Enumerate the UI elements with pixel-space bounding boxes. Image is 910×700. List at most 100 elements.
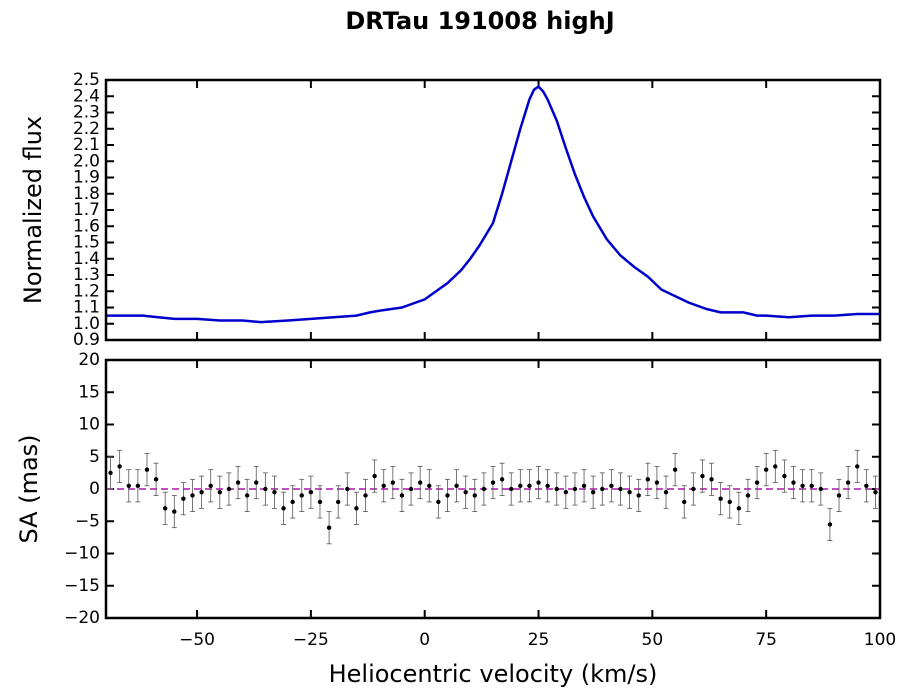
data-point <box>290 499 295 505</box>
data-point <box>226 486 232 492</box>
data-point <box>845 480 851 485</box>
x-axis-label: Heliocentric velocity (km/s) <box>329 660 658 688</box>
y-tick-label: 1.6 <box>73 216 100 236</box>
data-point <box>527 483 532 488</box>
data-point <box>345 486 350 492</box>
data-point <box>190 493 195 498</box>
data-point <box>581 483 587 488</box>
data-point <box>427 483 432 488</box>
data-point <box>627 490 632 495</box>
data-point <box>572 486 578 492</box>
data-point <box>700 473 705 479</box>
y-tick-label: −20 <box>64 608 100 628</box>
x-tick-label: 75 <box>755 630 777 650</box>
data-point <box>199 490 204 495</box>
y-tick-label: 1.7 <box>73 200 100 220</box>
data-point <box>782 473 787 479</box>
data-point <box>336 499 341 505</box>
x-tick-label: 0 <box>419 630 430 650</box>
data-point <box>827 522 833 527</box>
data-point <box>709 477 714 482</box>
data-point <box>162 506 168 511</box>
chart-title: DRTau 191008 highJ <box>345 7 614 35</box>
data-point <box>563 490 569 495</box>
y-tick-label: 1.9 <box>73 168 100 188</box>
data-point <box>454 483 459 488</box>
data-point <box>836 493 842 498</box>
y-tick-label: 0.9 <box>73 330 100 350</box>
data-point <box>308 490 314 495</box>
y-tick-label: 2.0 <box>73 151 100 171</box>
x-tick-label: −50 <box>179 630 215 650</box>
data-point <box>809 483 814 488</box>
data-point <box>381 483 386 488</box>
y-tick-label: 2.5 <box>73 70 100 90</box>
data-point <box>545 483 550 488</box>
data-point <box>172 509 177 514</box>
data-point <box>326 525 332 530</box>
data-point <box>645 477 650 482</box>
data-point <box>254 480 259 485</box>
data-point <box>536 480 541 485</box>
data-point <box>691 486 696 492</box>
data-point <box>718 496 723 501</box>
plot-frame <box>104 358 882 620</box>
data-point <box>372 473 377 479</box>
data-point <box>554 486 559 492</box>
y-tick-label: 2.3 <box>73 103 100 123</box>
data-point <box>590 490 596 495</box>
y-tick-label: 0 <box>89 479 100 499</box>
data-point <box>463 490 468 495</box>
data-point <box>399 493 405 498</box>
data-point <box>208 483 213 488</box>
data-point <box>281 506 286 511</box>
y-tick-label: 1.1 <box>73 298 100 318</box>
data-point <box>800 483 805 488</box>
y-tick-label: 5 <box>89 447 100 467</box>
data-point <box>873 490 878 495</box>
data-point <box>518 483 523 488</box>
x-tick-label: 50 <box>642 630 664 650</box>
data-point <box>499 477 505 482</box>
data-point <box>244 493 250 498</box>
x-tick-label: 25 <box>528 630 550 650</box>
y-tick-label: 1.5 <box>73 233 100 253</box>
data-point <box>618 486 623 492</box>
y-tick-label: 1.8 <box>73 184 100 204</box>
y-tick-label: 2.4 <box>73 86 100 106</box>
data-point <box>481 486 487 492</box>
data-point <box>490 480 496 485</box>
data-point <box>235 480 241 485</box>
data-point <box>736 506 742 511</box>
data-point <box>153 477 159 482</box>
data-point <box>600 486 605 492</box>
y-tick-label: −15 <box>64 576 100 596</box>
data-point <box>317 499 323 505</box>
y-tick-label: 10 <box>78 415 100 435</box>
data-point <box>299 493 304 498</box>
data-point <box>135 483 141 488</box>
data-point <box>509 486 514 492</box>
y-tick-label: 1.2 <box>73 281 100 301</box>
y-tick-label: 15 <box>78 382 100 402</box>
data-point <box>472 493 477 498</box>
data-point <box>663 490 669 495</box>
data-point <box>390 480 396 485</box>
data-point <box>672 467 678 472</box>
data-point <box>773 464 778 469</box>
data-point <box>864 483 869 488</box>
data-point <box>745 493 751 498</box>
y-tick-label: −5 <box>75 511 100 531</box>
data-point <box>855 464 860 469</box>
data-point <box>217 490 223 495</box>
data-point <box>763 467 769 472</box>
y-tick-label: 2.1 <box>73 135 100 155</box>
y-tick-label: 1.3 <box>73 265 100 285</box>
data-point <box>818 486 824 492</box>
x-tick-label: −25 <box>293 630 329 650</box>
data-point <box>754 480 760 485</box>
y-axis-label: Normalized flux <box>19 116 47 304</box>
data-point <box>126 483 131 488</box>
plot-frame <box>104 78 882 342</box>
